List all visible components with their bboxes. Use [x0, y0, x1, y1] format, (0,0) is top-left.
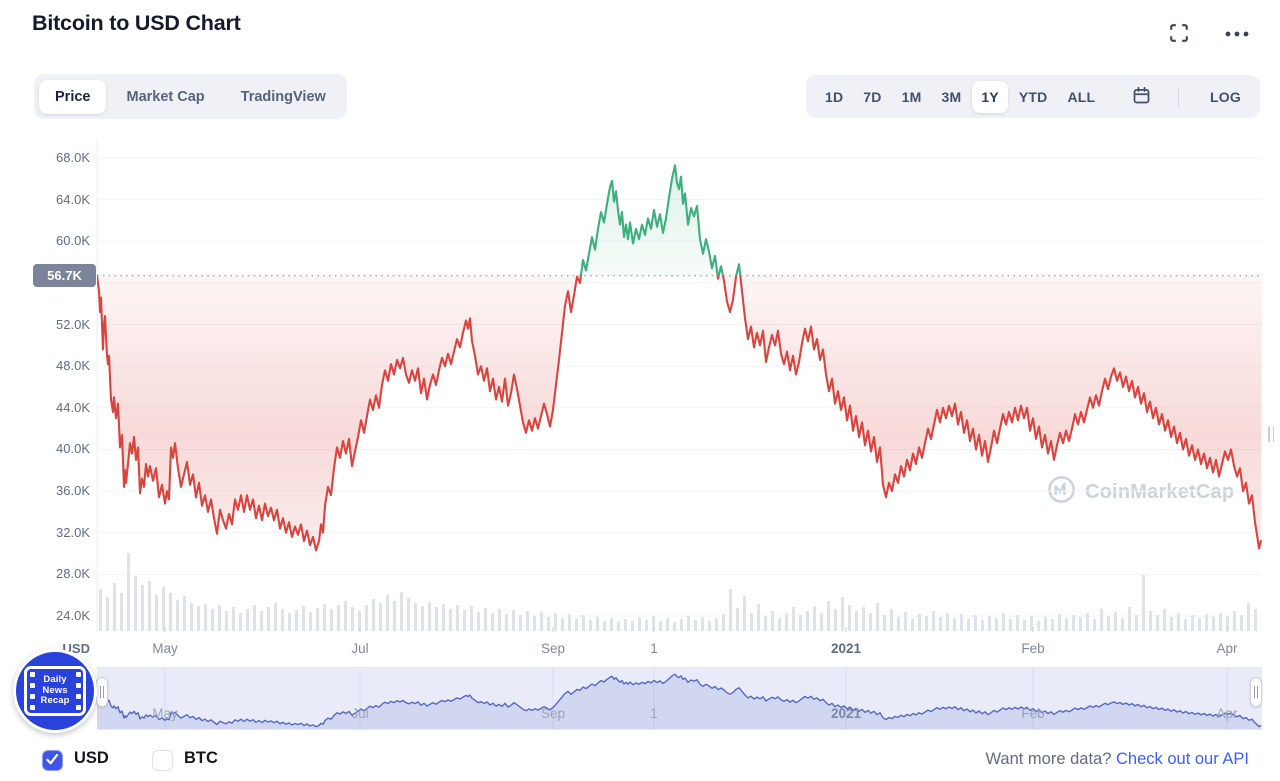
filmstrip-icon: Daily News Recap [24, 666, 86, 716]
y-tick-48.0K: 48.0K [56, 358, 90, 374]
x-tick-Sep: Sep [540, 641, 566, 656]
log-scale-button[interactable]: LOG [1201, 81, 1250, 113]
y-tick-40.0K: 40.0K [56, 441, 90, 457]
range-ytd-button[interactable]: YTD [1010, 81, 1057, 113]
x-tick-Feb: Feb [1021, 641, 1045, 656]
usd-checkbox-label[interactable]: USD [74, 749, 109, 767]
y-tick-24.0K: 24.0K [56, 607, 90, 623]
range-7d-button[interactable]: 7D [854, 81, 890, 113]
x-tick-1: 1 [650, 706, 658, 721]
y-tick-68.0K: 68.0K [56, 150, 90, 165]
fullscreen-icon [1168, 22, 1190, 47]
more-options-button[interactable] [1220, 23, 1254, 46]
y-tick-64.0K: 64.0K [56, 191, 90, 207]
api-promo: Want more data? Check out our API [985, 750, 1249, 769]
navigator-brush-area[interactable] [97, 667, 1262, 729]
x-tick-May: May [152, 641, 178, 656]
range-all-button[interactable]: ALL [1058, 81, 1104, 113]
x-tick-May: May [152, 706, 178, 721]
tab-market-cap[interactable]: Market Cap [110, 80, 220, 114]
chart-resize-handle[interactable] [1265, 421, 1277, 447]
x-tick-Jul: Jul [351, 641, 369, 656]
range-1y-button[interactable]: 1Y [972, 80, 1008, 113]
x-tick-Apr: Apr [1216, 641, 1238, 656]
daily-news-recap-badge[interactable]: Daily News Recap [13, 649, 97, 733]
current-price-badge: 56.7K [33, 264, 96, 287]
y-tick-28.0K: 28.0K [56, 566, 90, 582]
y-tick-32.0K: 32.0K [56, 524, 90, 540]
x-tick-Feb: Feb [1021, 706, 1045, 721]
range-3m-button[interactable]: 3M [932, 81, 970, 113]
btc-checkbox[interactable] [152, 750, 173, 771]
navigator-right-handle[interactable] [1250, 677, 1262, 707]
checkmark-icon [46, 752, 59, 770]
calendar-button[interactable] [1127, 81, 1156, 113]
btc-checkbox-label[interactable]: BTC [184, 749, 218, 767]
range-buttons: 1D 7D 1M 3M 1Y YTD ALL [816, 80, 1104, 113]
x-tick-2021: 2021 [830, 706, 862, 721]
usd-checkbox[interactable] [42, 750, 63, 771]
x-tick-Apr: Apr [1216, 706, 1238, 721]
range-1d-button[interactable]: 1D [816, 81, 852, 113]
fullscreen-button[interactable] [1164, 18, 1194, 51]
chart-type-tab-group: Price Market Cap TradingView [34, 74, 347, 119]
x-tick-Jul: Jul [351, 706, 369, 721]
range-1m-button[interactable]: 1M [893, 81, 931, 113]
header-icons [1164, 18, 1254, 51]
page-title: Bitcoin to USD Chart [32, 11, 241, 35]
navigator-left-handle[interactable] [96, 677, 108, 707]
x-tick-1: 1 [650, 641, 658, 656]
x-tick-Sep: Sep [540, 706, 566, 721]
tab-tradingview[interactable]: TradingView [225, 80, 342, 114]
tab-price[interactable]: Price [39, 79, 107, 114]
range-divider [1177, 86, 1179, 107]
chart-plot-area[interactable] [97, 140, 1262, 632]
time-range-bar: 1D 7D 1M 3M 1Y YTD ALL LOG [806, 75, 1260, 118]
y-tick-60.0K: 60.0K [56, 233, 90, 249]
ellipsis-icon [1224, 27, 1250, 42]
y-tick-52.0K: 52.0K [56, 316, 90, 332]
x-tick-2021: 2021 [830, 641, 862, 656]
y-tick-44.0K: 44.0K [56, 399, 90, 415]
y-tick-36.0K: 36.0K [56, 483, 90, 499]
api-promo-text: Want more data? [985, 750, 1112, 768]
api-link[interactable]: Check out our API [1116, 750, 1249, 768]
calendar-icon [1131, 85, 1152, 109]
